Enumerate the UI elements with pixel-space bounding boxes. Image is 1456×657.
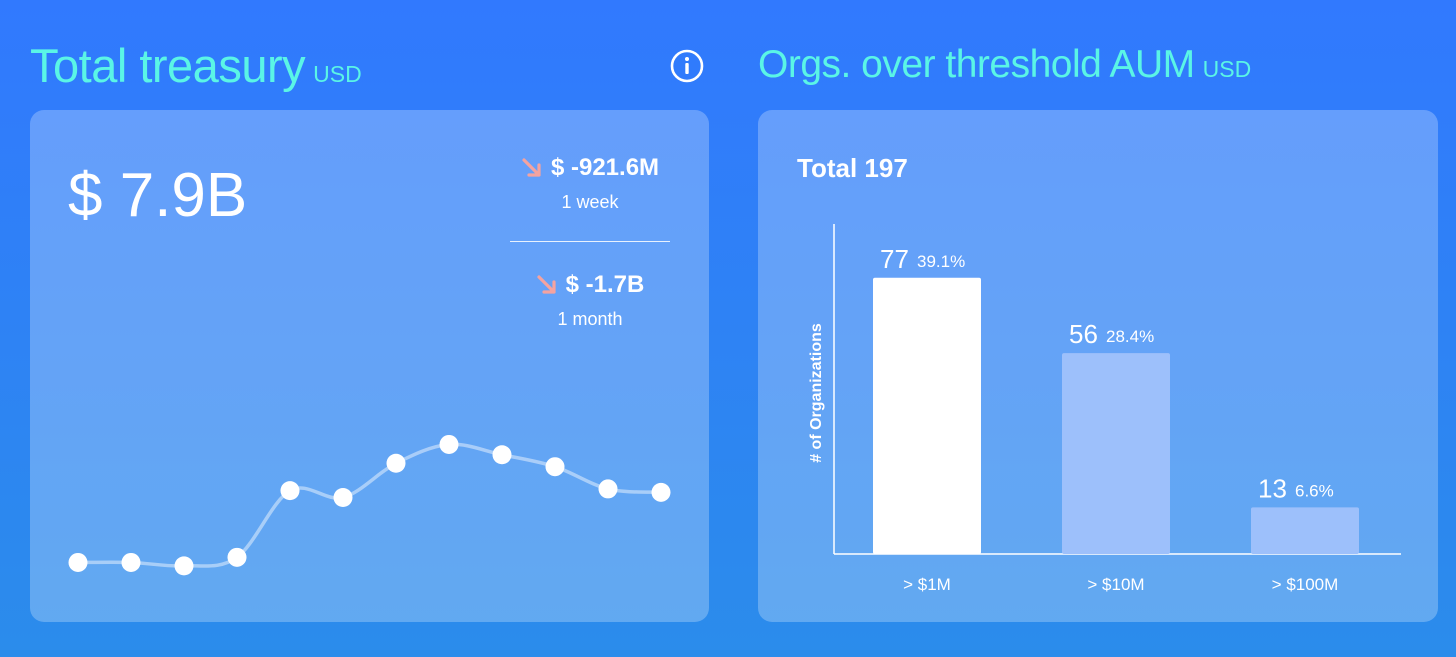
data-point — [333, 487, 353, 507]
change-month: $ -1.7B 1 month — [510, 271, 670, 330]
treasury-unit: USD — [313, 61, 362, 87]
bar-value-label: 13 — [1258, 473, 1287, 503]
bar-value-label: 77 — [880, 244, 909, 274]
bar-percent-label: 6.6% — [1295, 481, 1334, 500]
data-point — [121, 552, 141, 572]
change-month-period: 1 month — [557, 309, 623, 329]
bar-percent-label: 39.1% — [917, 252, 965, 271]
orgs-bar-chart: # of Organizations 77 39.1% > $1M 56 28.4% > $… — [808, 224, 1401, 594]
data-point — [174, 556, 194, 576]
category-label: > $100M — [1272, 575, 1339, 594]
orgs-unit: USD — [1202, 56, 1252, 82]
data-point — [68, 552, 88, 572]
data-point — [227, 547, 247, 567]
category-label: > $10M — [1087, 575, 1144, 594]
treasury-title: Total treasury — [30, 39, 306, 92]
series-line — [77, 442, 662, 568]
change-month-value: $ -1.7B — [565, 271, 645, 298]
bar-value-label: 56 — [1069, 319, 1098, 349]
change-week: $ -921.6M 1 week — [510, 154, 670, 213]
data-point — [492, 445, 512, 465]
data-point — [386, 453, 406, 473]
bar — [1251, 507, 1359, 554]
data-point — [598, 479, 618, 499]
bar-percent-label: 28.4% — [1106, 327, 1154, 346]
change-week-period: 1 week — [561, 192, 619, 212]
treasury-heading: Total treasury USD — [30, 38, 362, 93]
treasury-card: $ 7.9B $ -921.6M 1 week $ -1.7B 1 month — [30, 110, 709, 622]
bar — [1062, 353, 1170, 554]
info-icon[interactable] — [670, 49, 704, 83]
data-point — [439, 434, 459, 454]
y-axis-label: # of Organizations — [808, 323, 825, 463]
orgs-total: Total 197 — [797, 153, 908, 183]
arrow-down-right-icon — [522, 158, 541, 177]
category-label: > $1M — [903, 575, 951, 594]
treasury-total-value: $ 7.9B — [68, 161, 248, 230]
treasury-line-chart — [68, 434, 671, 576]
arrow-down-right-icon — [537, 275, 556, 294]
orgs-title: Orgs. over threshold AUM — [758, 43, 1195, 86]
change-divider — [510, 241, 670, 242]
orgs-heading: Orgs. over threshold AUM USD — [758, 43, 1251, 87]
data-point — [545, 457, 565, 477]
change-week-value: $ -921.6M — [550, 154, 660, 181]
bar — [873, 277, 981, 554]
data-point — [280, 481, 300, 501]
orgs-card: Total 197 # of Organizations 77 39.1% > $1M… — [758, 110, 1438, 622]
data-point — [651, 482, 671, 502]
